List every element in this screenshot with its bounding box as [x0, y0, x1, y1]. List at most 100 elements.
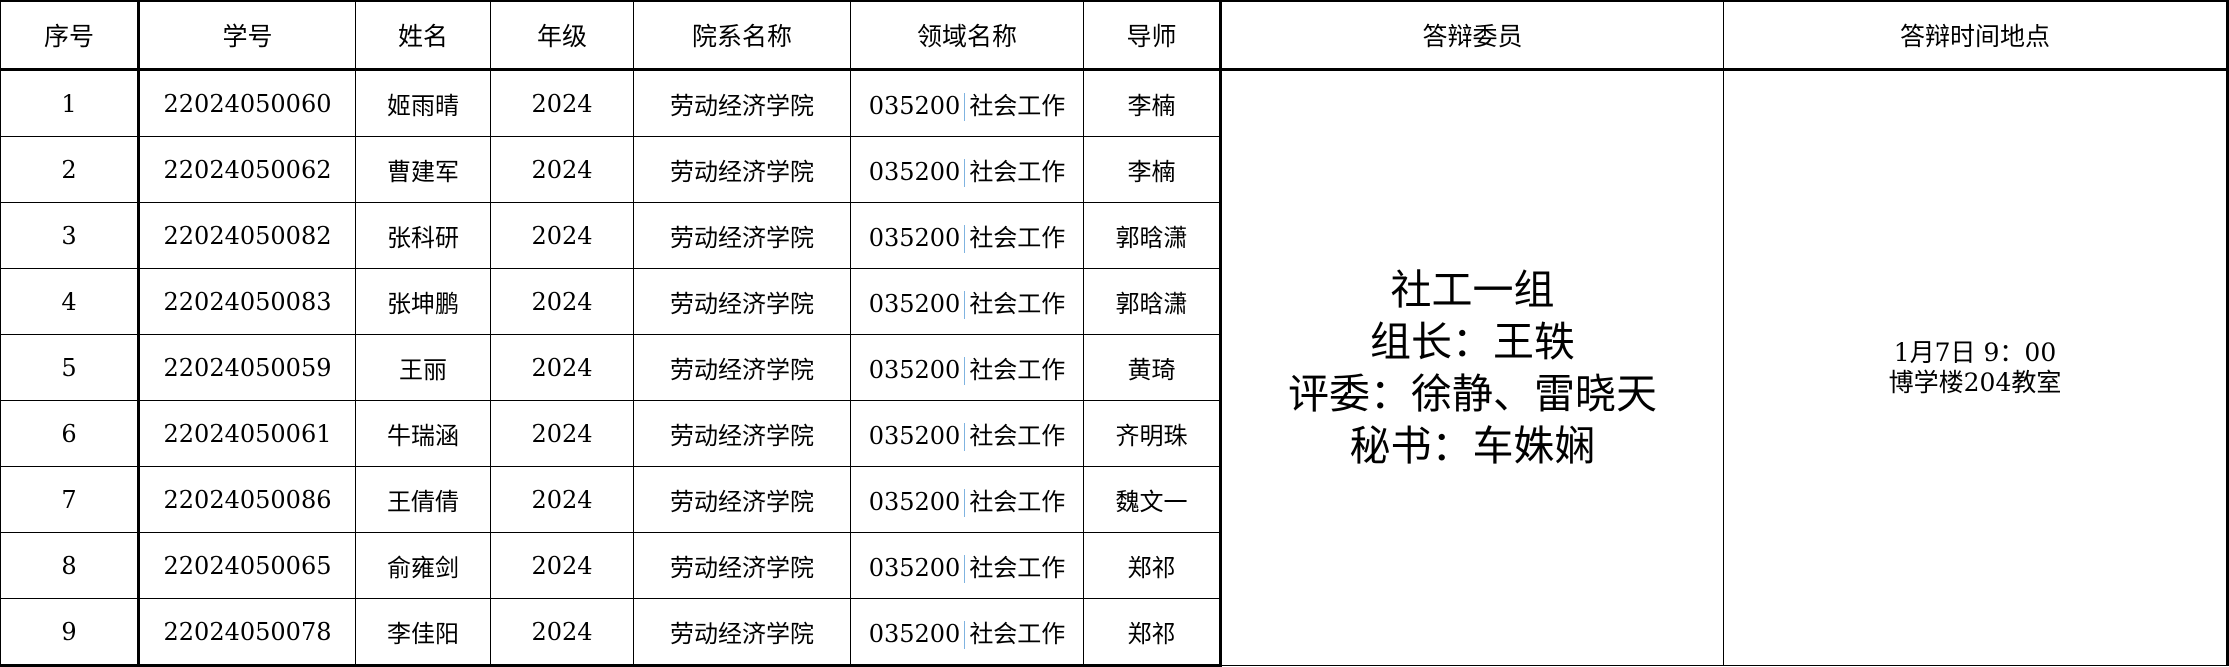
committee-line: 社工一组	[1390, 266, 1555, 314]
header-row: 序号 学号 姓名 年级 院系名称 领域名称 导师 答辩委员 答辩时间地点	[0, 0, 2229, 71]
separator	[964, 423, 966, 452]
cell-advisor: 齐明珠	[1083, 400, 1221, 467]
separator	[964, 291, 966, 320]
cell-name: 俞雍剑	[355, 532, 491, 599]
cell-student-id: 22024050061	[137, 400, 356, 467]
cell-no: 4	[0, 268, 139, 335]
cell-name: 李佳阳	[355, 598, 491, 667]
header-committee: 答辩委员	[1219, 0, 1724, 71]
cell-student-id: 22024050062	[137, 136, 356, 203]
cell-no: 7	[0, 466, 139, 533]
separator	[964, 357, 966, 386]
cell-field: 035200 社会工作	[850, 268, 1084, 335]
cell-field: 035200 社会工作	[850, 532, 1084, 599]
cell-advisor: 郭晗潇	[1083, 202, 1221, 269]
cell-name: 张坤鹏	[355, 268, 491, 335]
committee-line: 秘书：车姝娴	[1349, 422, 1596, 470]
cell-department: 劳动经济学院	[633, 598, 851, 667]
field-name: 社会工作	[969, 619, 1066, 648]
cell-name: 牛瑞涵	[355, 400, 491, 467]
header-advisor: 导师	[1083, 0, 1221, 71]
cell-name: 曹建军	[355, 136, 491, 203]
field-code: 035200	[868, 157, 961, 186]
table-row: 5 22024050059 王丽 2024 劳动经济学院 035200 社会工作 黄琦	[0, 334, 2228, 401]
header-department: 院系名称	[633, 0, 851, 71]
field-name: 社会工作	[969, 553, 1066, 582]
cell-student-id: 22024050086	[137, 466, 356, 533]
separator	[964, 489, 966, 518]
separator	[964, 555, 966, 584]
field-name: 社会工作	[969, 421, 1066, 450]
committee-line: 评委：徐静、雷晓天	[1288, 370, 1657, 418]
cell-field: 035200 社会工作	[850, 400, 1084, 467]
cell-department: 劳动经济学院	[633, 400, 851, 467]
cell-grade: 2024	[490, 400, 634, 467]
cell-department: 劳动经济学院	[633, 69, 851, 137]
cell-field: 035200 社会工作	[850, 202, 1084, 269]
table-row: 6 22024050061 牛瑞涵 2024 劳动经济学院 035200 社会工作 齐明珠	[0, 400, 2228, 467]
cell-grade: 2024	[490, 268, 634, 335]
time-place-line: 1月7日 9：00	[1893, 338, 2057, 367]
field-code: 035200	[868, 91, 961, 120]
cell-no: 6	[0, 400, 139, 467]
cell-advisor: 魏文一	[1083, 466, 1221, 533]
cell-field: 035200 社会工作	[850, 334, 1084, 401]
header-time-place: 答辩时间地点	[1723, 0, 2229, 71]
field-code: 035200	[868, 619, 961, 648]
cell-advisor: 郭晗潇	[1083, 268, 1221, 335]
cell-grade: 2024	[490, 598, 634, 667]
field-code: 035200	[868, 355, 961, 384]
table-row: 8 22024050065 俞雍剑 2024 劳动经济学院 035200 社会工作 郑祁	[0, 532, 2228, 599]
table-row: 2 22024050062 曹建军 2024 劳动经济学院 035200 社会工作 李楠	[0, 136, 2228, 203]
cell-advisor: 李楠	[1083, 69, 1221, 137]
cell-no: 2	[0, 136, 139, 203]
field-code: 035200	[868, 289, 961, 318]
cell-field: 035200 社会工作	[850, 598, 1084, 667]
cell-name: 张科研	[355, 202, 491, 269]
field-name: 社会工作	[969, 487, 1066, 516]
field-code: 035200	[868, 421, 961, 450]
table-row: 4 22024050083 张坤鹏 2024 劳动经济学院 035200 社会工作 郭晗潇	[0, 268, 2228, 335]
cell-department: 劳动经济学院	[633, 334, 851, 401]
table-row: 7 22024050086 王倩倩 2024 劳动经济学院 035200 社会工作 魏文一	[0, 466, 2228, 533]
cell-grade: 2024	[490, 69, 634, 137]
cell-advisor: 李楠	[1083, 136, 1221, 203]
field-name: 社会工作	[969, 157, 1066, 186]
cell-grade: 2024	[490, 466, 634, 533]
cell-no: 1	[0, 69, 139, 137]
cell-field: 035200 社会工作	[850, 69, 1084, 137]
committee-line: 组长：王轶	[1370, 318, 1575, 366]
cell-name: 王丽	[355, 334, 491, 401]
cell-student-id: 22024050065	[137, 532, 356, 599]
cell-grade: 2024	[490, 136, 634, 203]
cell-grade: 2024	[490, 334, 634, 401]
table-row: 9 22024050078 李佳阳 2024 劳动经济学院 035200 社会工作 郑祁	[0, 598, 2228, 667]
cell-department: 劳动经济学院	[633, 268, 851, 335]
cell-grade: 2024	[490, 202, 634, 269]
cell-department: 劳动经济学院	[633, 466, 851, 533]
cell-advisor: 郑祁	[1083, 532, 1221, 599]
cell-student-id: 22024050059	[137, 334, 356, 401]
cell-department: 劳动经济学院	[633, 136, 851, 203]
cell-time-place: 1月7日 9：00 博学楼204教室	[1723, 69, 2229, 666]
field-name: 社会工作	[969, 355, 1066, 384]
header-no: 序号	[0, 0, 139, 71]
separator	[964, 225, 966, 254]
cell-advisor: 黄琦	[1083, 334, 1221, 401]
separator	[964, 93, 966, 122]
header-grade: 年级	[490, 0, 634, 71]
cell-committee: 社工一组 组长：王轶 评委：徐静、雷晓天 秘书：车姝娴	[1219, 69, 1724, 666]
cell-student-id: 22024050082	[137, 202, 356, 269]
header-name: 姓名	[355, 0, 491, 71]
cell-student-id: 22024050083	[137, 268, 356, 335]
cell-grade: 2024	[490, 532, 634, 599]
time-place-line: 博学楼204教室	[1888, 368, 2062, 397]
field-code: 035200	[868, 223, 961, 252]
field-name: 社会工作	[969, 223, 1066, 252]
cell-no: 9	[0, 598, 139, 667]
cell-field: 035200 社会工作	[850, 466, 1084, 533]
cell-advisor: 郑祁	[1083, 598, 1221, 667]
cell-no: 5	[0, 334, 139, 401]
cell-no: 8	[0, 532, 139, 599]
